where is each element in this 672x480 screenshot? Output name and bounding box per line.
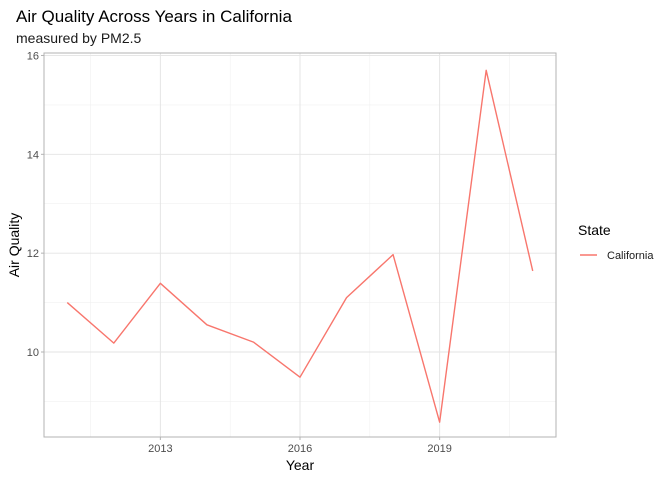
legend-title: State xyxy=(578,222,611,238)
y-tick-label: 10 xyxy=(27,347,39,359)
chart-subtitle: measured by PM2.5 xyxy=(16,30,141,46)
x-axis-title: Year xyxy=(286,457,315,473)
legend: State California xyxy=(578,222,654,262)
chart-title: Air Quality Across Years in California xyxy=(16,7,292,26)
series-layer xyxy=(66,69,534,423)
y-tick-label: 16 xyxy=(27,50,39,62)
major-gridlines xyxy=(44,53,556,437)
y-tick-label: 14 xyxy=(27,149,39,161)
y-axis-ticks: 10 12 14 16 xyxy=(27,50,44,359)
legend-label: California xyxy=(607,250,654,262)
x-tick-label: 2016 xyxy=(288,443,312,455)
series-line-california xyxy=(66,69,534,423)
x-tick-label: 2019 xyxy=(427,443,451,455)
x-tick-label: 2013 xyxy=(148,443,172,455)
y-tick-label: 12 xyxy=(27,248,39,260)
x-axis-ticks: 2013 2016 2019 xyxy=(148,437,452,455)
y-axis-title: Air Quality xyxy=(6,213,22,278)
